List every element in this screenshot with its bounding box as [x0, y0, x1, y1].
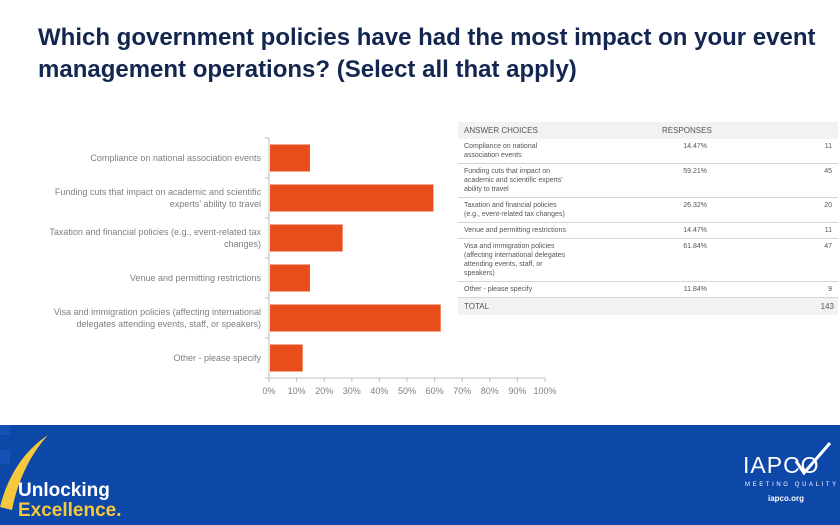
answer-table-body: Compliance on national association events… — [458, 139, 838, 298]
answer-choice-line: Compliance on national — [464, 143, 538, 150]
x-tick-label: 100% — [533, 386, 556, 396]
table-row: Other - please specify 11.84% 9 — [458, 282, 838, 298]
response-percent: 61.84% — [683, 243, 707, 250]
header-answer-choices: ANSWER CHOICES — [464, 126, 538, 135]
x-tick-label: 70% — [453, 386, 471, 396]
response-count: 11 — [824, 143, 832, 150]
x-tick-label: 20% — [315, 386, 333, 396]
bar — [270, 184, 434, 212]
table-row: Funding cuts that impact on academic and … — [458, 164, 838, 198]
category-label: delegates attending events, staff, or sp… — [77, 319, 261, 329]
table-row: Venue and permitting restrictions 14.47% 1… — [458, 223, 838, 239]
category-label: Visa and immigration policies (affecting… — [54, 307, 261, 317]
table-row: Compliance on national association events… — [458, 139, 838, 164]
total-label: TOTAL — [464, 302, 490, 311]
answer-choice: Taxation and financial policies (e.g., ev… — [458, 201, 576, 219]
category-label: Venue and permitting restrictions — [130, 273, 262, 283]
answer-table-total: TOTAL 143 — [458, 298, 838, 315]
x-tick-label: 50% — [398, 386, 416, 396]
response-count: 47 — [824, 243, 832, 250]
response-count: 9 — [828, 286, 832, 293]
x-tick-label: 90% — [508, 386, 526, 396]
table-row: Visa and immigration policies (affecting … — [458, 239, 838, 282]
response-percent: 26.32% — [683, 202, 707, 209]
answer-choice-line: Other - please specify — [464, 286, 533, 293]
category-label: changes) — [224, 239, 261, 249]
category-label: Funding cuts that impact on academic and… — [55, 187, 262, 197]
x-tick-label: 30% — [343, 386, 361, 396]
logo-url: iapco.org — [768, 494, 805, 503]
answer-choice: Funding cuts that impact on academic and … — [458, 167, 576, 194]
corner-square — [0, 425, 10, 435]
x-tick-label: 80% — [481, 386, 499, 396]
answer-choice: Venue and permitting restrictions — [458, 226, 576, 235]
answer-table-header: ANSWER CHOICES RESPONSES — [458, 122, 838, 139]
page-title: Which government policies have had the m… — [38, 24, 816, 83]
table-row: Taxation and financial policies (e.g., ev… — [458, 198, 838, 223]
bar — [270, 224, 343, 252]
response-count: 20 — [824, 202, 832, 209]
answer-choice-line: academic and scientific experts' — [464, 177, 563, 184]
category-label: experts’ ability to travel — [170, 199, 261, 209]
category-label: Taxation and financial policies (e.g., e… — [49, 227, 261, 237]
tagline: Unlocking Excellence. — [18, 481, 122, 521]
answer-choice: Compliance on national association events — [458, 142, 576, 160]
category-label: Other - please specify — [173, 353, 261, 363]
response-count: 11 — [824, 227, 832, 234]
x-tick-label: 10% — [288, 386, 306, 396]
answer-choice: Other - please specify — [458, 285, 576, 294]
tagline-line2: Excellence. — [18, 500, 122, 521]
response-percent: 59.21% — [683, 168, 707, 175]
iapco-logo: IAPCO — [743, 452, 820, 478]
x-tick-label: 40% — [370, 386, 388, 396]
logo-check-icon — [794, 442, 832, 476]
x-tick-label: 0% — [262, 386, 275, 396]
answer-table: ANSWER CHOICES RESPONSES Compliance on n… — [458, 122, 838, 315]
footer-banner — [0, 425, 840, 525]
answer-choice-line: Visa and immigration policies — [464, 243, 555, 250]
swoosh-graphic — [0, 425, 832, 510]
tagline-line1: Unlocking — [18, 480, 110, 501]
bar — [270, 344, 303, 372]
response-count: 45 — [824, 168, 832, 175]
answer-choice-line: (affecting international delegates — [464, 252, 566, 259]
answer-choice-line: ability to travel — [464, 186, 509, 193]
bar — [270, 264, 310, 292]
bar — [270, 144, 310, 172]
bar-chart: 0% 10% 20% 30% 40% 50% 60% 70% 80% 90% 100% Complia… — [49, 137, 557, 396]
total-value: 143 — [820, 302, 834, 311]
answer-choice-line: speakers) — [464, 270, 495, 277]
x-tick-label: 60% — [426, 386, 444, 396]
answer-choice-line: Funding cuts that impact on — [464, 168, 550, 175]
bar — [270, 304, 441, 332]
answer-choice: Visa and immigration policies (affecting … — [458, 242, 576, 278]
answer-choice-line: attending events, staff, or — [464, 261, 543, 268]
response-percent: 14.47% — [683, 227, 707, 234]
swoosh-yellow — [0, 435, 48, 510]
response-percent: 14.47% — [683, 143, 707, 150]
answer-choice-line: Taxation and financial policies — [464, 202, 557, 209]
answer-choice-line: (e.g., event-related tax changes) — [464, 211, 565, 218]
category-label: Compliance on national association event… — [90, 153, 261, 163]
answer-choice-line: Venue and permitting restrictions — [464, 227, 566, 234]
answer-choice-line: association events — [464, 152, 522, 159]
logo-subtitle: MEETING QUALITY — [745, 482, 839, 488]
response-percent: 11.84% — [683, 286, 707, 293]
header-responses: RESPONSES — [662, 126, 712, 135]
corner-square-2 — [0, 450, 10, 464]
